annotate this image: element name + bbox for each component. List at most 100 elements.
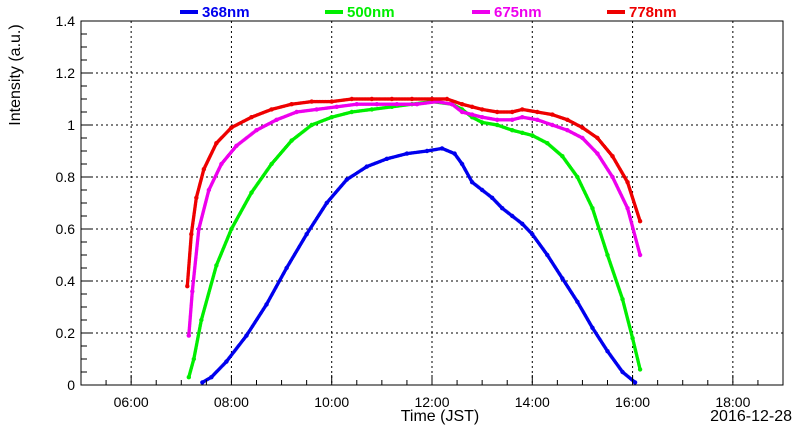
data-point-interp [589, 324, 594, 329]
data-point-interp [348, 97, 352, 101]
data-point-interp [206, 189, 211, 194]
data-point-interp [413, 102, 418, 106]
data-point-interp [519, 130, 523, 135]
data-point-interp [529, 231, 533, 235]
data-point-interp [630, 335, 634, 339]
data-point-interp [479, 107, 483, 111]
y-tick-label: 1.4 [56, 13, 76, 29]
y-tick-label: 1 [67, 117, 75, 133]
data-point-interp [509, 118, 513, 122]
y-tick-label: 0.8 [56, 169, 76, 185]
data-point-interp [619, 369, 624, 373]
x-tick-label: 12:00 [414, 394, 449, 410]
data-point-interp [263, 304, 268, 308]
legend-label: 500nm [347, 4, 395, 21]
x-tick-label: 16:00 [615, 394, 650, 410]
data-point-interp [201, 169, 206, 173]
data-point-interp [273, 118, 277, 123]
data-point-interp [208, 376, 212, 380]
data-point-interp [363, 165, 368, 170]
data-point-interp [333, 105, 337, 109]
data-point-interp [388, 97, 393, 101]
data-point-interp [223, 361, 228, 365]
data-point-interp [383, 157, 388, 162]
data-point-interp [403, 152, 408, 156]
data-point-interp [459, 109, 463, 113]
data-point-interp [448, 102, 453, 106]
data-point-interp [544, 140, 548, 145]
x-tick-label: 10:00 [314, 394, 349, 410]
data-point-interp [194, 197, 198, 202]
data-point-interp [509, 110, 513, 114]
data-point-interp [228, 127, 233, 131]
data-point-interp [609, 153, 614, 157]
data-point-interp [489, 195, 493, 199]
data-point-interp [574, 298, 579, 303]
data-point-interp [468, 112, 473, 116]
data-point-interp [509, 213, 513, 217]
data-point-interp [373, 102, 377, 106]
data-point-interp [199, 319, 203, 324]
data-point-interp [459, 161, 463, 165]
data-point-interp [479, 187, 483, 191]
data-point-interp [544, 252, 549, 256]
data-point-interp [493, 123, 498, 127]
data-point-interp [191, 358, 196, 363]
data-point-interp [393, 102, 398, 106]
data-point-interp [214, 142, 218, 147]
data-point-interp [344, 179, 348, 183]
data-point-interp [564, 117, 568, 121]
data-point-interp [604, 348, 609, 352]
data-point-interp [249, 192, 253, 196]
data-point-interp [590, 205, 594, 209]
data-point-interp [368, 97, 372, 101]
data-point-interp [243, 335, 248, 339]
date-label: 2016-12-28 [710, 408, 792, 425]
data-point-interp [605, 251, 609, 256]
data-point-interp [433, 100, 438, 104]
data-point-interp [594, 150, 599, 155]
legend-label: 368nm [202, 4, 250, 21]
x-tick-label: 14:00 [515, 394, 550, 410]
data-point-interp [609, 174, 614, 178]
data-point-interp [564, 127, 568, 132]
data-point-interp [479, 120, 483, 124]
data-point-interp [348, 110, 352, 115]
x-tick-label: 18:00 [715, 394, 750, 410]
data-point-interp [549, 122, 553, 127]
data-point-interp [594, 135, 598, 139]
data-point-interp [438, 146, 443, 151]
series-500nm [186, 99, 643, 380]
data-point-interp [328, 99, 332, 104]
data-point-interp [625, 179, 629, 183]
data-point-interp [493, 110, 498, 114]
data-point-interp [493, 117, 498, 122]
series-points [185, 96, 643, 385]
series-778nm [185, 96, 643, 289]
legend-label: 675nm [494, 4, 542, 21]
data-point-interp [288, 102, 292, 107]
data-point-interp [529, 133, 533, 137]
grid [81, 21, 783, 385]
data-point-interp [469, 179, 474, 183]
series-675nm [186, 99, 643, 338]
data-point-interp [288, 140, 293, 144]
data-point-interp [519, 115, 523, 120]
data-point-interp [189, 234, 193, 238]
data-point-interp [458, 101, 463, 106]
data-point-interp [253, 129, 257, 133]
data-point-interp [219, 163, 223, 168]
data-point-interp [214, 265, 218, 269]
data-point-interp [559, 275, 564, 279]
data-point-interp [408, 97, 413, 101]
data-point-interp [625, 205, 629, 209]
axis-ticks: 06:00 08:00 10:00 12:00 14:00 16:00 18:00 0 0.2 0… [56, 13, 759, 410]
data-point-interp [574, 174, 579, 178]
data-point-interp [308, 100, 312, 104]
data-point-interp [428, 97, 433, 101]
data-point-interp [196, 228, 201, 233]
data-point-interp [519, 221, 523, 225]
data-point-interp [549, 112, 553, 117]
y-tick-label: 0.4 [56, 273, 76, 289]
data-point-interp [638, 366, 642, 370]
